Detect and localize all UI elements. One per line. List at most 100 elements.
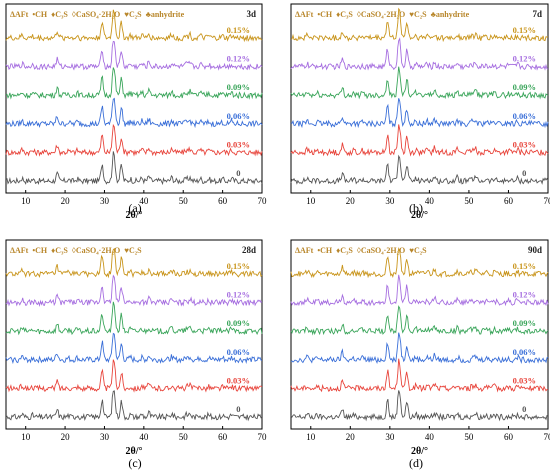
series-label: 0.09% (227, 318, 250, 328)
x-tick-label: 60 (218, 432, 228, 442)
x-tick-label: 50 (464, 196, 474, 206)
series-label: 0.06% (513, 111, 536, 121)
series-label: 0.03% (227, 375, 250, 385)
series-line (290, 66, 549, 100)
series-label: 0.12% (513, 290, 536, 300)
series-label: 0 (236, 168, 240, 178)
x-tick-label: 10 (306, 432, 316, 442)
series-line (5, 40, 263, 71)
legend-entry: ♦C₃S (51, 10, 68, 19)
series-label: 0.15% (513, 261, 536, 271)
legend-entry: •CH (317, 246, 333, 255)
x-tick-label: 30 (385, 432, 395, 442)
series-label: 0.03% (513, 139, 536, 149)
series-label: 0.06% (227, 347, 250, 357)
panel-b: 10 20 30 40 50 60 70 2θ/° 7d ΔAFt•CH♦C₃S ◊CaSO₄·2H… (290, 3, 550, 221)
x-axis-label: 2θ/° (126, 210, 143, 221)
series-label: 0.12% (227, 54, 250, 64)
x-axis-label: 2θ/° (411, 446, 428, 457)
x-tick-label: 20 (346, 196, 356, 206)
x-tick-label: 70 (258, 196, 268, 206)
x-tick-label: 60 (218, 196, 228, 206)
phase-legend: ΔAFt •CH ♦C₃S ◊CaSO₄·2H₂O ♥C₂S (295, 246, 427, 255)
series-line (290, 246, 549, 279)
plot-frame (5, 239, 263, 430)
panel-d: 10 20 30 40 50 60 70 2θ/° 90d ΔAFt•CH♦C₃S ◊CaSO₄·2… (290, 239, 550, 470)
panel-c: 10 20 30 40 50 60 70 2θ/° 28d ΔAFt •CH ♦C₃S ◊CaSO₄·2… (5, 239, 267, 470)
series-line (290, 274, 549, 307)
x-tick-label: 30 (100, 196, 110, 206)
series-line (5, 151, 263, 186)
legend-entry: ΔAFt (295, 246, 314, 255)
panel-caption: (b) (409, 201, 423, 215)
series-line (290, 37, 549, 71)
series-line (290, 124, 549, 157)
legend-entry: ◊CaSO₄·2H₂O (72, 10, 120, 19)
series-label: 0.03% (227, 139, 250, 149)
x-tick-label: 20 (61, 432, 71, 442)
legend-entry: ♦C₃S (336, 10, 353, 19)
legend-entry: ΔAFt (295, 10, 314, 19)
x-tick-label: 70 (544, 196, 550, 206)
legend-entry: •CH (32, 246, 48, 255)
series-line (5, 123, 263, 157)
series-label: 0.06% (227, 111, 250, 121)
series-line (290, 358, 549, 393)
x-axis-label: 2θ/° (411, 210, 428, 221)
series-line (5, 274, 263, 307)
series-label: 0 (522, 404, 526, 414)
series-line (5, 97, 263, 129)
x-tick-label: 20 (61, 196, 71, 206)
series-line (5, 359, 263, 393)
legend-entry: •CH (317, 10, 333, 19)
legend-entry: ♣anhydrite (431, 10, 470, 19)
legend-entry: ♥C₂S (124, 246, 142, 255)
series-line (5, 390, 263, 422)
legend-entry: ♥C₂S (409, 246, 427, 255)
series-label: 0.06% (513, 347, 536, 357)
phase-legend: ΔAFt •CH ♦C₃S ◊CaSO₄·2H₂O ♥C₂S ♣anhydrite (295, 10, 470, 19)
legend-entry: ◊CaSO₄·2H₂O (357, 246, 405, 255)
x-tick-label: 50 (179, 196, 189, 206)
curing-age-label: 90d (528, 245, 542, 255)
series-line (5, 332, 263, 365)
series-label: 0 (236, 404, 240, 414)
series-line (5, 247, 263, 279)
plot-frame (290, 239, 549, 430)
x-axis-label: 2θ/° (126, 446, 143, 457)
x-tick-label: 70 (544, 432, 550, 442)
x-tick-label: 60 (504, 196, 514, 206)
series-label: 0.15% (513, 25, 536, 35)
series-label: 0.15% (227, 261, 250, 271)
legend-entry: ◊CaSO₄·2H₂O (357, 10, 405, 19)
legend-entry: ♥C₂S (124, 10, 142, 19)
legend-entry: ΔAFt (10, 10, 29, 19)
x-tick-label: 50 (464, 432, 474, 442)
legend-entry: ΔAFt (10, 246, 29, 255)
x-tick-label: 40 (425, 432, 435, 442)
legend-entry: ♥C₂S (409, 10, 427, 19)
x-tick-label: 10 (306, 196, 316, 206)
series-line (290, 154, 549, 185)
x-tick-label: 10 (21, 432, 31, 442)
x-tick-label: 60 (504, 432, 514, 442)
x-tick-label: 10 (21, 196, 31, 206)
curing-age-label: 7d (532, 9, 542, 19)
x-tick-label: 30 (385, 196, 395, 206)
legend-entry: ♣anhydrite (146, 10, 185, 19)
curing-age-label: 28d (242, 245, 256, 255)
legend-entry: ◊CaSO₄·2H₂O (72, 246, 120, 255)
series-line (5, 67, 263, 100)
panel-caption: (c) (128, 456, 141, 470)
plot-frame (5, 3, 263, 194)
phase-legend: ΔAFt •CH ♦C₃S ◊CaSO₄·2H₂O ♥C₂S (10, 246, 142, 255)
legend-entry: •CH (32, 10, 48, 19)
series-label: 0.12% (513, 54, 536, 64)
series-line (5, 9, 263, 43)
series-label: 0.09% (513, 82, 536, 92)
series-label: 0.15% (227, 25, 250, 35)
series-line (290, 305, 549, 336)
legend-entry: ♦C₃S (336, 246, 353, 255)
series-line (290, 98, 549, 129)
